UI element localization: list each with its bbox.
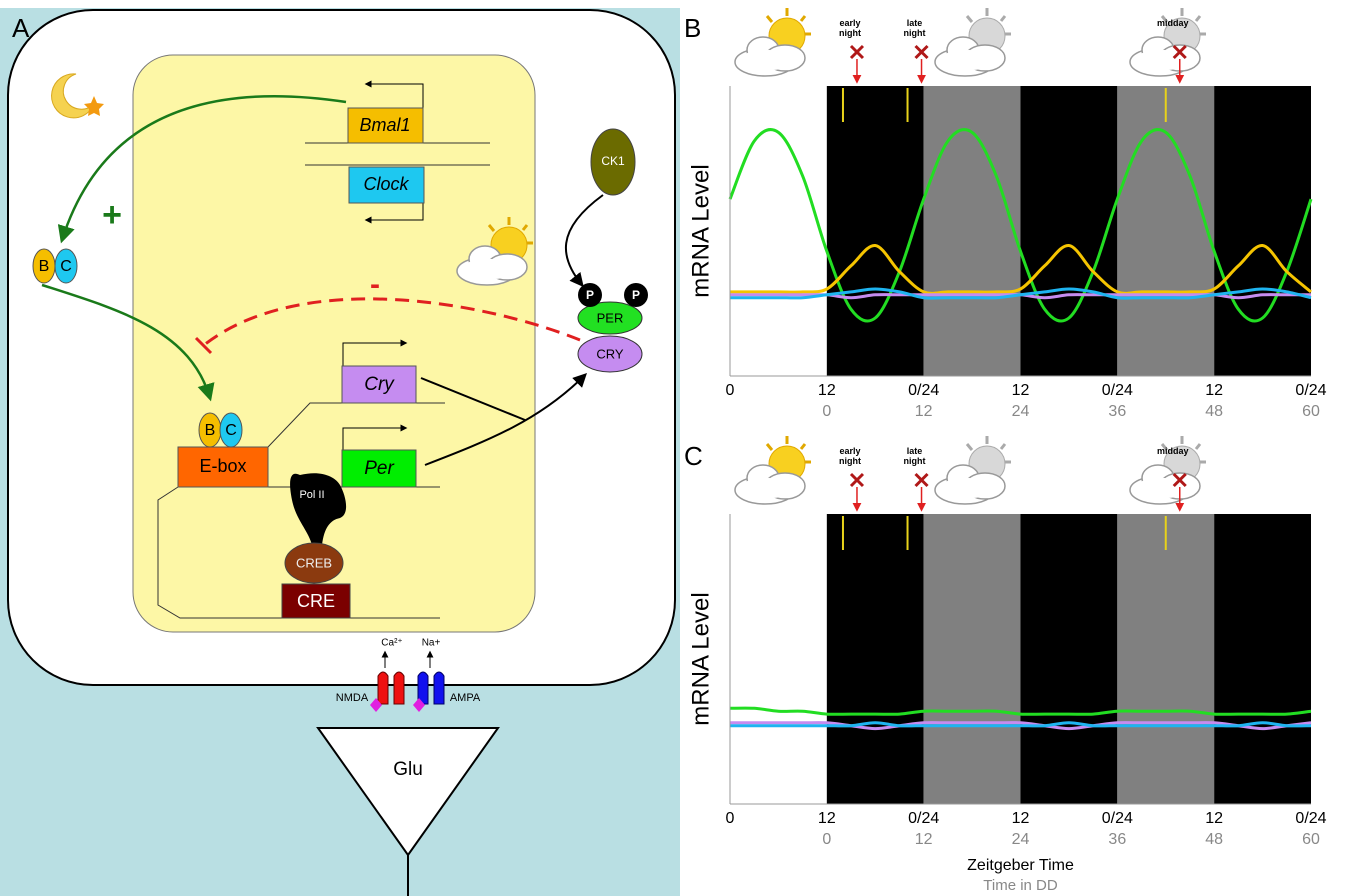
protein-label: PER (597, 310, 624, 325)
y-axis-label: mRNA Level (687, 164, 714, 297)
x-tick-label: 12 (1205, 810, 1223, 827)
x-tick-label: 0/24 (1295, 810, 1326, 827)
activation-sign: + (102, 196, 122, 234)
light-band (924, 86, 1021, 376)
marker-label-box: early night (833, 446, 869, 470)
phosphate-label: P (586, 288, 594, 302)
ebox-label: E-box (199, 456, 246, 476)
light-band (827, 514, 924, 804)
ion-label: Na+ (422, 638, 441, 649)
x-tick-label: 0 (726, 810, 735, 827)
day-icon (735, 436, 811, 504)
marker-label-box: midday (1156, 446, 1192, 470)
ion-label: Ca²⁺ (381, 638, 402, 649)
marker-label: midday (1156, 446, 1190, 456)
x2-tick-label: 60 (1302, 831, 1320, 848)
cre-label: CRE (297, 591, 335, 611)
x-tick-label: 0/24 (908, 382, 939, 399)
light-band (1214, 86, 1311, 376)
y-axis-label: mRNA Level (687, 592, 714, 725)
x-tick-label: 12 (818, 810, 836, 827)
x-axis-label: Zeitgeber Time (967, 857, 1074, 874)
x-tick-label: 0/24 (1102, 810, 1133, 827)
marker-label: late night (898, 18, 932, 38)
pol2-label: Pol II (299, 489, 324, 501)
x2-tick-label: 48 (1205, 403, 1223, 420)
x-tick-label: 0/24 (1295, 382, 1326, 399)
night-icon (935, 436, 1011, 504)
phosphate-label: P (632, 288, 640, 302)
x2-tick-label: 12 (915, 831, 933, 848)
x2-tick-label: 48 (1205, 831, 1223, 848)
sample-cross (851, 474, 863, 486)
light-band (1021, 514, 1118, 804)
light-band (1214, 514, 1311, 804)
x2-tick-label: 36 (1108, 831, 1126, 848)
x-tick-label: 0/24 (1102, 382, 1133, 399)
protein-label: CK1 (601, 154, 625, 168)
panel-letter: C (684, 441, 703, 471)
protein-label: C (225, 422, 237, 439)
gene-label: Clock (363, 174, 409, 194)
marker-label: late night (898, 446, 932, 466)
light-band (827, 86, 924, 376)
protein-label: B (205, 422, 216, 439)
marker-label-box: midday (1156, 18, 1192, 42)
night-icon (935, 8, 1011, 76)
x-tick-label: 12 (818, 382, 836, 399)
nucleus (133, 55, 535, 632)
day-icon (735, 8, 811, 76)
x-tick-label: 12 (1012, 810, 1030, 827)
receptor-label: NMDA (336, 692, 369, 704)
light-band (1021, 86, 1118, 376)
sample-cross (916, 46, 928, 58)
gene-label: Per (364, 458, 394, 479)
repression-sign: - (370, 268, 380, 301)
x2-tick-label: 0 (822, 831, 831, 848)
creb-label: CREB (296, 555, 332, 570)
light-band (1117, 514, 1214, 804)
marker-label: early night (833, 18, 867, 38)
gene-label: Bmal1 (359, 115, 410, 135)
marker-label-box: late night (898, 18, 934, 42)
x2-tick-label: 24 (1012, 403, 1030, 420)
page: {"diagram": {"panel": "A", "bmal1": "Bma… (0, 0, 1345, 896)
x-tick-label: 12 (1205, 382, 1223, 399)
protein-label: C (60, 258, 72, 275)
sample-cross (851, 46, 863, 58)
x2-tick-label: 24 (1012, 831, 1030, 848)
marker-label: midday (1156, 18, 1190, 28)
marker-label-box: late night (898, 446, 934, 470)
x2-tick-label: 36 (1108, 403, 1126, 420)
light-band (1117, 86, 1214, 376)
x2-tick-label: 60 (1302, 403, 1320, 420)
light-band (924, 514, 1021, 804)
gene-label: Cry (364, 374, 395, 395)
x2-tick-label: 12 (915, 403, 933, 420)
panel-letter: A (12, 13, 30, 43)
x-tick-label: 12 (1012, 382, 1030, 399)
protein-label: CRY (596, 346, 624, 361)
x2-axis-label: Time in DD (983, 877, 1058, 894)
marker-label-box: early night (833, 18, 869, 42)
x2-tick-label: 0 (822, 403, 831, 420)
x-tick-label: 0/24 (908, 810, 939, 827)
figure: A Bmal1 Clock + B C - CK1 P P PER CRY Cr… (0, 0, 1345, 896)
marker-label: early night (833, 446, 867, 466)
sample-cross (916, 474, 928, 486)
receptor-label: AMPA (450, 692, 481, 704)
x-tick-label: 0 (726, 382, 735, 399)
protein-label: B (39, 258, 50, 275)
neurotransmitter-label: Glu (393, 759, 423, 780)
panel-letter: B (684, 13, 701, 43)
